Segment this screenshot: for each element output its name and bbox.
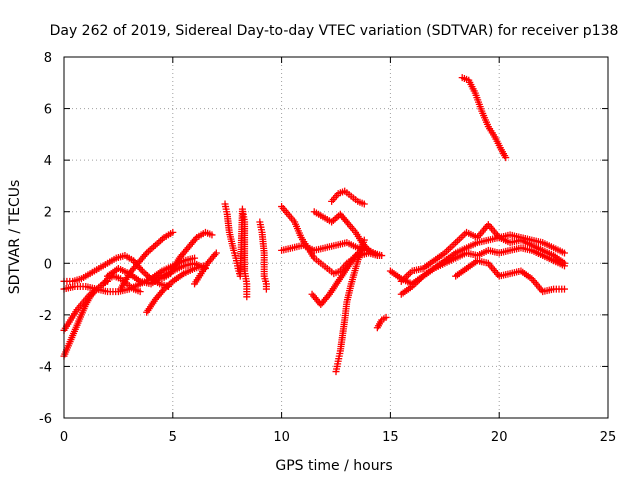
y-tick-label: -6 xyxy=(39,412,52,427)
data-point xyxy=(212,249,220,257)
data-point xyxy=(560,259,568,267)
series-arc-q xyxy=(332,236,368,376)
data-point xyxy=(560,249,568,257)
series-arc-w xyxy=(458,74,510,162)
data-point xyxy=(262,285,270,293)
series-arc-f xyxy=(104,259,209,288)
y-tick-label: 4 xyxy=(44,154,52,169)
data-point xyxy=(243,293,251,301)
data-point xyxy=(502,154,510,162)
data-point xyxy=(136,288,144,296)
series-arc-g xyxy=(143,262,207,316)
series-arc-t xyxy=(397,244,568,298)
series-arc-h xyxy=(158,228,216,283)
series-arc-j xyxy=(221,200,251,301)
y-tick-label: -4 xyxy=(39,360,52,375)
y-tick-label: 8 xyxy=(44,51,52,66)
x-tick-label: 25 xyxy=(600,430,617,445)
series-arc-v xyxy=(452,257,568,296)
data-point xyxy=(360,236,368,244)
data-point xyxy=(560,285,568,293)
data-point xyxy=(360,200,368,208)
data-point xyxy=(169,228,177,236)
x-tick-label: 20 xyxy=(491,430,508,445)
data-point xyxy=(382,313,390,321)
series-arc-e xyxy=(117,228,177,293)
x-tick-label: 5 xyxy=(169,430,177,445)
data-point xyxy=(208,231,216,239)
x-axis-label: GPS time / hours xyxy=(275,458,392,474)
data-point xyxy=(378,252,386,260)
x-tick-label: 10 xyxy=(273,430,290,445)
series-arc-r xyxy=(373,313,390,332)
x-tick-label: 0 xyxy=(60,430,68,445)
series-arc-k xyxy=(256,218,270,293)
series-arc-i xyxy=(191,249,220,288)
y-tick-label: -2 xyxy=(39,309,52,324)
series-arc-u xyxy=(397,221,568,285)
y-axis-label: SDTVAR / TECUs xyxy=(7,180,23,295)
y-tick-label: 0 xyxy=(44,257,52,272)
x-tick-label: 15 xyxy=(382,430,399,445)
chart-title: Day 262 of 2019, Sidereal Day-to-day VTE… xyxy=(50,23,619,39)
y-tick-label: 2 xyxy=(44,206,52,221)
series-arc-o xyxy=(328,187,368,208)
y-tick-label: 6 xyxy=(44,103,52,118)
data-points xyxy=(60,74,568,376)
plot-frame xyxy=(63,56,609,419)
